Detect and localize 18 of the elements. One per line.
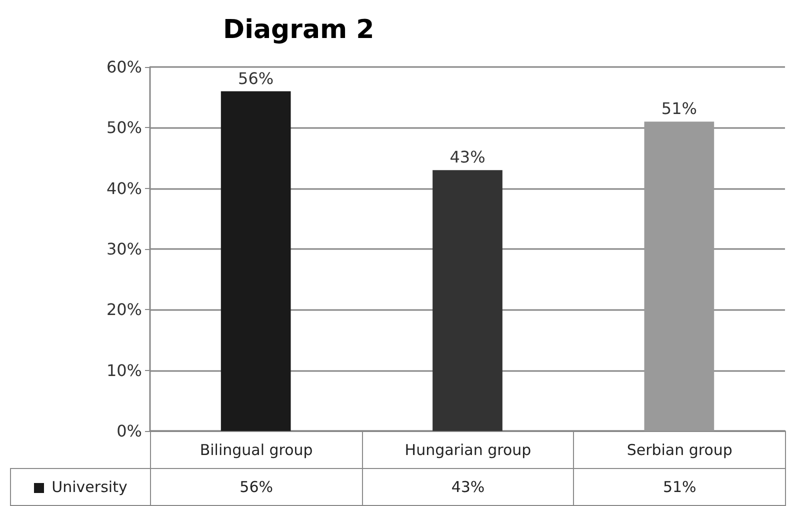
- text: 56%: [238, 68, 274, 88]
- chart-title: Diagram 2: [223, 15, 374, 45]
- x-tick-label: Hungarian group: [362, 432, 574, 468]
- legend-label: University: [10, 468, 150, 506]
- y-tick-label: 10%: [106, 360, 142, 380]
- text: 43%: [450, 148, 486, 167]
- text: 51%: [661, 99, 697, 118]
- y-tick-label: 40%: [106, 178, 142, 198]
- x-tick-label: Bilingual group: [150, 432, 362, 468]
- y-tick-label: 20%: [106, 300, 142, 320]
- data-label: 43%: [362, 468, 574, 506]
- y-tick-label: 50%: [106, 118, 142, 138]
- x-tick-label: Serbian group: [574, 432, 786, 468]
- data-label: 56%: [150, 468, 362, 506]
- data-label: 51%: [574, 468, 786, 506]
- y-tick-label: 60%: [106, 58, 142, 76]
- y-tick-label: 0%: [116, 422, 142, 440]
- y-tick-label: 30%: [106, 240, 142, 258]
